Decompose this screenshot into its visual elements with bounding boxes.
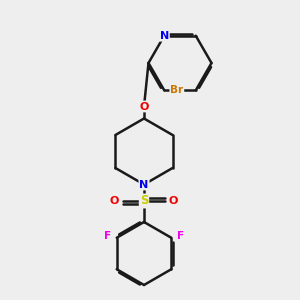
Text: O: O xyxy=(110,196,119,206)
Text: N: N xyxy=(160,31,169,41)
Text: Br: Br xyxy=(170,85,183,95)
Text: O: O xyxy=(139,101,149,112)
Text: F: F xyxy=(177,231,184,241)
Text: O: O xyxy=(169,196,178,206)
Text: F: F xyxy=(103,231,111,241)
Text: S: S xyxy=(140,194,148,208)
Text: N: N xyxy=(140,179,148,190)
